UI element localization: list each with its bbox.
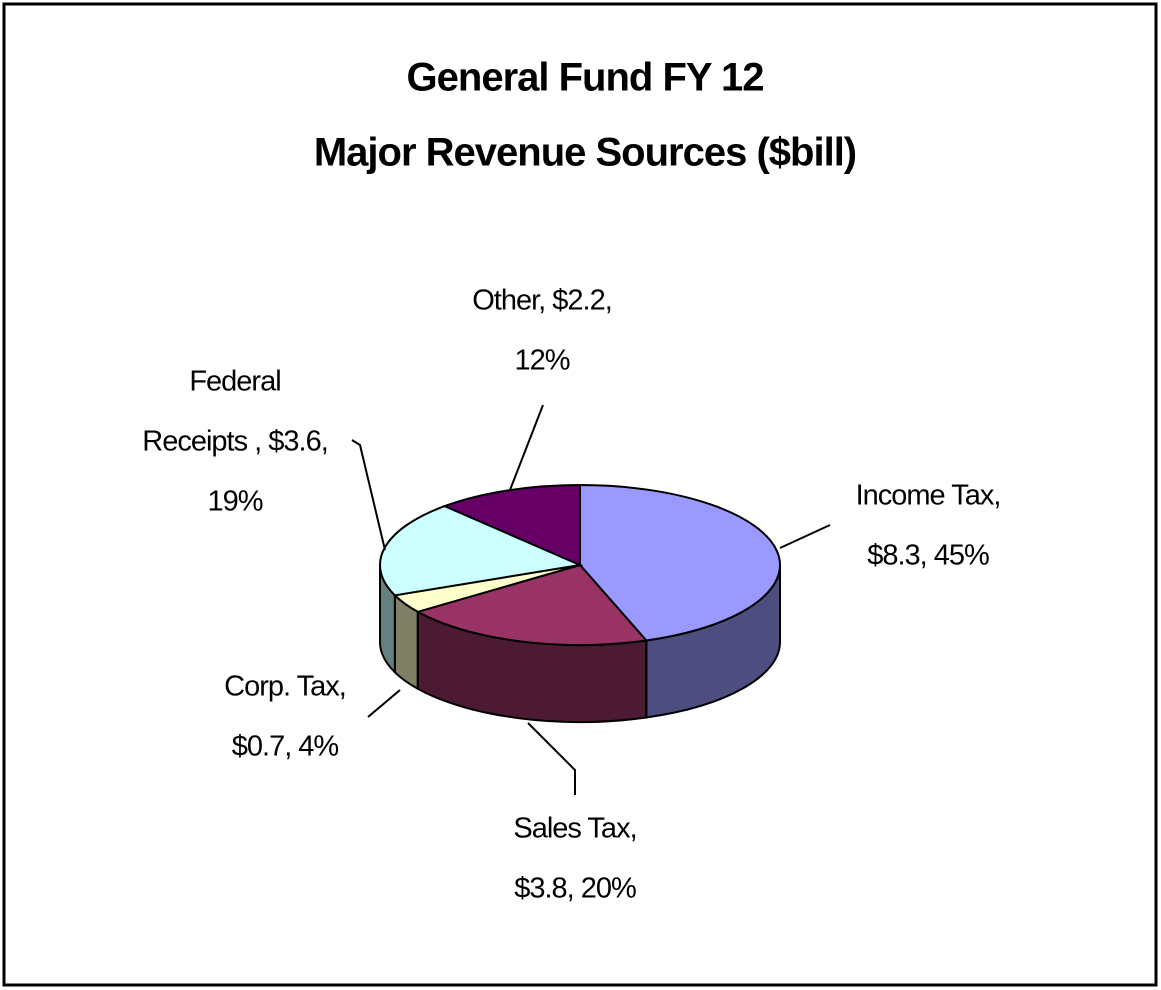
data-label: Federal [189,366,280,398]
leader-line [367,689,401,718]
leader-line [779,524,831,549]
data-label: Receipts , $3.6, [142,426,328,458]
chart-title: General Fund FY 12 [407,56,764,100]
data-label: $8.3, 45% [867,540,989,572]
data-label: Income Tax, [856,480,1001,512]
leader-line [527,722,576,795]
data-label: 12% [514,345,569,377]
data-label: 19% [207,486,262,518]
slice [415,563,649,646]
data-label: Sales Tax, [513,813,636,845]
data-label: $0.7, 4% [232,731,339,763]
slice [441,483,581,567]
data-label: Corp. Tax, [224,671,346,703]
data-label: Other, $2.2, [472,285,612,317]
slice [579,483,781,642]
leader-line [509,404,544,491]
data-label: $3.8, 20% [514,873,636,905]
chart-title: Major Revenue Sources ($bill) [314,131,856,175]
leader-line [351,439,386,551]
